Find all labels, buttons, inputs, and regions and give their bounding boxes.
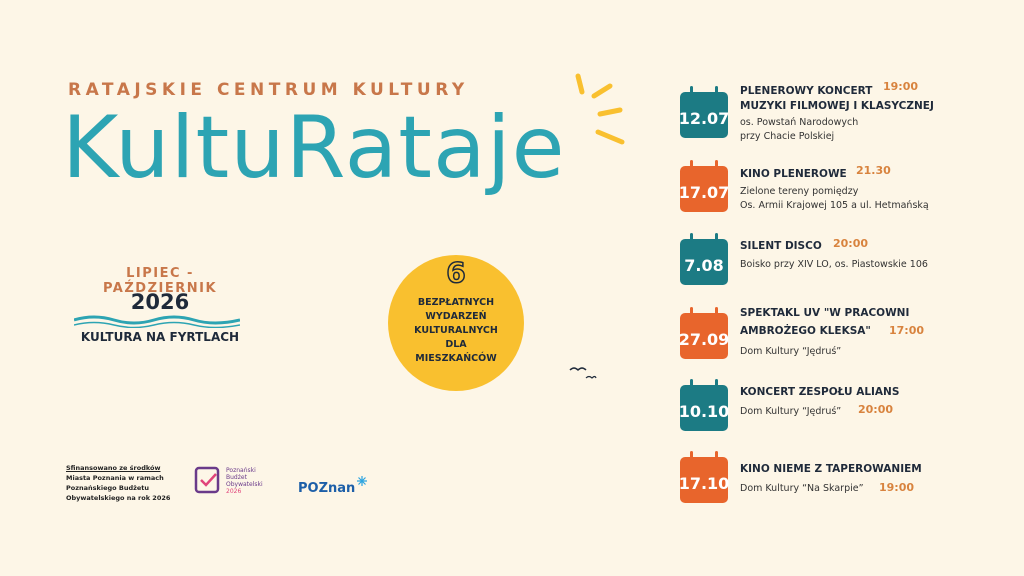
event-place: Os. Armii Krajowej 105 a ul. Hetmańską — [740, 200, 929, 211]
event-place: os. Powstań Narodowych — [740, 117, 859, 128]
badge-line: KULTURALNYCH — [414, 325, 498, 336]
event-place: Boisko przy XIV LO, os. Piastowskie 106 — [740, 259, 928, 270]
funding-line: Obywatelskiego na rok 2026 — [66, 494, 171, 502]
wave — [74, 315, 240, 328]
pbo-line: 2026 — [226, 488, 242, 495]
event-place: Dom Kultury “Na Skarpie” — [740, 483, 864, 494]
birds — [569, 367, 597, 379]
event-title: PLENEROWY KONCERT — [740, 85, 873, 97]
event-time: 19:00 — [883, 80, 919, 93]
event-title: MUZYKI FILMOWEJ I KLASYCZNEJ — [740, 100, 934, 112]
date-icon: 10.10 — [679, 379, 729, 431]
date-icon: 12.07 — [679, 86, 729, 138]
sun-rays — [575, 73, 625, 145]
pbo-logo — [194, 466, 220, 494]
funding-line: Miasta Poznania w ramach — [66, 474, 164, 482]
event-place: Dom Kultury “Jędruś” — [740, 346, 842, 357]
event-title: KINO NIEME Z TAPEROWANIEM — [740, 463, 922, 475]
pbo-line: Budżet — [226, 474, 247, 481]
badge — [388, 255, 524, 391]
event-time: 19:00 — [879, 481, 915, 494]
pbo-text: Poznański Budżet Obywatelski 2026 — [226, 467, 263, 495]
event-time: 21.30 — [856, 164, 891, 177]
pbo-line: Poznański — [226, 467, 256, 474]
funding-line: Sfinansowano ze środków — [66, 464, 161, 472]
event-time: 20:00 — [858, 403, 894, 416]
event-title: KINO PLENEROWE — [740, 168, 847, 180]
title: KultuRataje — [62, 98, 566, 198]
pbo-line: Obywatelski — [226, 481, 263, 488]
season-months: LIPIEC - PAŹDZIERNIK — [102, 266, 218, 296]
city-star — [357, 476, 367, 486]
badge-line: BEZPŁATNYCH — [417, 297, 495, 308]
date-icon: 17.10 — [679, 451, 729, 503]
funding-note: Sfinansowano ze środków Miasta Poznania … — [66, 463, 170, 503]
tagline: KULTURA NA FYRTLACH — [80, 330, 240, 344]
date-icon: 7.08 — [680, 233, 728, 285]
badge-line: MIESZKAŃCÓW — [415, 353, 497, 364]
event-time: 20:00 — [833, 237, 869, 250]
date-icon: 17.07 — [679, 160, 729, 212]
date-icon: 27.09 — [679, 307, 729, 359]
event-title: SPEKTAKL UV "W PRACOWNI — [740, 307, 910, 319]
event-title: AMBROŻEGO KLEKSA" — [740, 325, 871, 337]
event-place: Zielone tereny pomiędzy — [740, 186, 859, 197]
event-title: KONCERT ZESPOŁU ALIANS — [740, 386, 900, 398]
event-title: SILENT DISCO — [740, 240, 822, 252]
funding-line: Poznańskiego Budżetu — [66, 484, 150, 492]
badge-number: 6 — [446, 255, 467, 290]
event-place: przy Chacie Polskiej — [740, 131, 835, 142]
event-place: Dom Kultury “Jędruś” — [740, 406, 842, 417]
badge-line: DLA — [445, 339, 467, 350]
city-logo: POZnan — [298, 481, 356, 496]
badge-line: WYDARZEŃ — [425, 311, 487, 322]
season-year: 2026 — [130, 290, 190, 314]
event-time: 17:00 — [889, 324, 925, 337]
organizer: RATAJSKIE CENTRUM KULTURY — [68, 80, 469, 100]
